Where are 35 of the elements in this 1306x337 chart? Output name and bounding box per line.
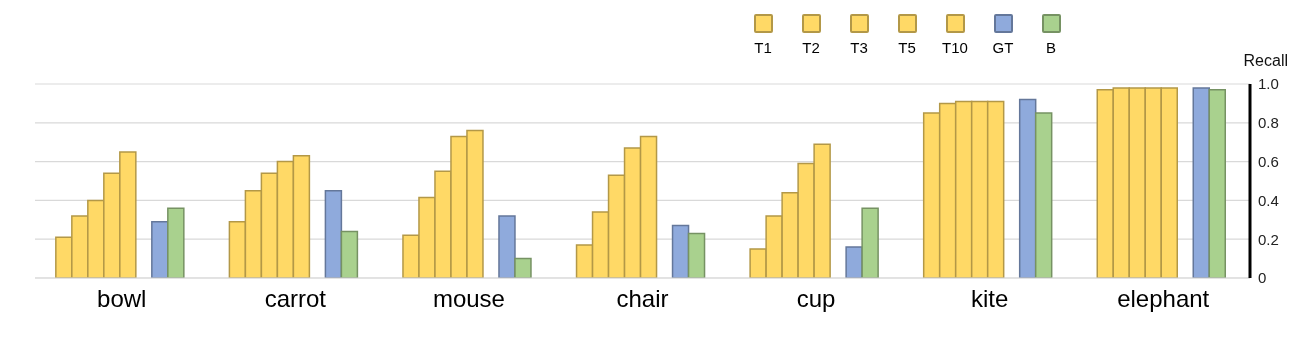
y-tick-label: 0 [1258, 269, 1267, 287]
bar [1208, 89, 1227, 278]
legend-label: B [1045, 39, 1056, 56]
bar [687, 232, 706, 278]
y-axis-title: Recall [1243, 52, 1288, 70]
x-tick-label: chair [616, 285, 669, 313]
bar [1034, 112, 1053, 278]
bar [861, 207, 879, 278]
x-tick-label: carrot [264, 285, 327, 313]
bar [498, 215, 516, 278]
legend-label: T1 [754, 39, 772, 56]
y-tick-label: 0.2 [1258, 230, 1279, 248]
legend-label: GT [992, 39, 1014, 56]
bar [671, 224, 690, 278]
legend-label: T10 [942, 39, 968, 56]
x-tick-label: cup [796, 285, 836, 313]
legend-label: T5 [898, 39, 916, 56]
bar [151, 220, 169, 278]
y-tick-label: 1.0 [1258, 75, 1279, 93]
x-tick-label: mouse [432, 285, 505, 313]
y-tick-label: 0.8 [1258, 114, 1279, 132]
y-tick-label: 0.4 [1258, 191, 1279, 209]
bar [845, 246, 863, 278]
x-tick-label: kite [970, 285, 1009, 313]
bar [1018, 98, 1037, 278]
bar [340, 230, 359, 278]
bar [514, 257, 532, 278]
x-tick-label: bowl [97, 285, 147, 313]
legend-label: T2 [802, 39, 820, 56]
legend-label: T3 [850, 39, 868, 56]
bar [167, 207, 185, 278]
bar [324, 189, 343, 278]
y-tick-label: 0.6 [1258, 152, 1279, 170]
bar [1192, 87, 1211, 278]
x-tick-label: elephant [1117, 285, 1210, 313]
